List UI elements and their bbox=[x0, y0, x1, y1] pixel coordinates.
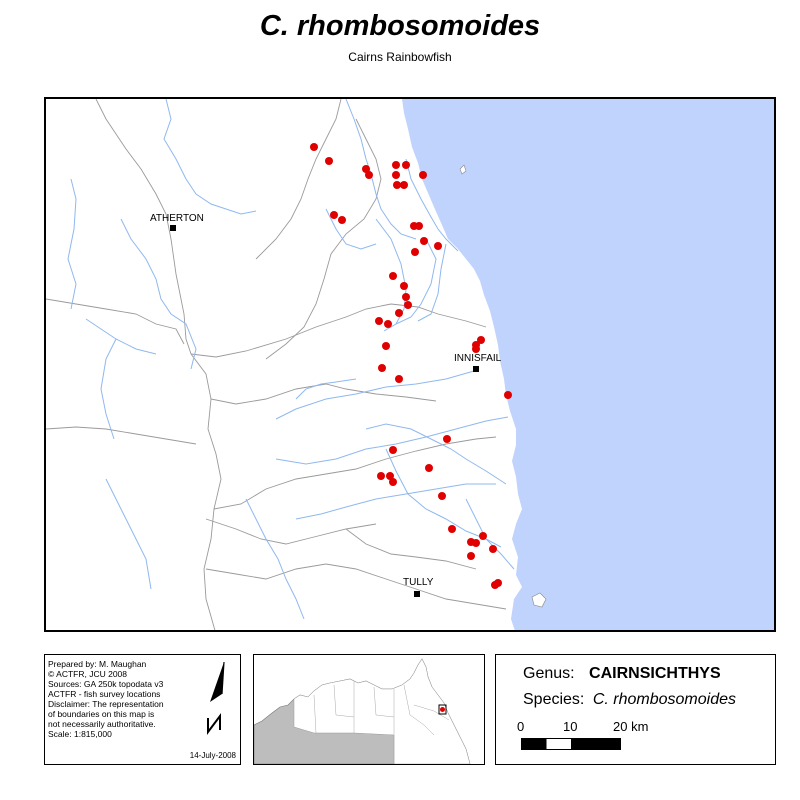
notes-line: Scale: 1:815,000 bbox=[48, 729, 112, 739]
species-row: Species: C. rhombosomoides bbox=[523, 691, 736, 709]
survey-record[interactable] bbox=[504, 391, 512, 399]
survey-record[interactable] bbox=[472, 539, 480, 547]
survey-record[interactable] bbox=[404, 301, 412, 309]
survey-record[interactable] bbox=[443, 435, 451, 443]
coral-sea bbox=[402, 99, 774, 630]
survey-record[interactable] bbox=[438, 492, 446, 500]
genus-row: Genus: CAIRNSICHTHYS bbox=[523, 665, 721, 683]
survey-record[interactable] bbox=[479, 532, 487, 540]
main-map[interactable]: ATHERTON INNISFAIL TULLY bbox=[44, 97, 776, 632]
survey-record[interactable] bbox=[377, 472, 385, 480]
town-tully[interactable]: TULLY bbox=[403, 577, 434, 597]
survey-record[interactable] bbox=[389, 478, 397, 486]
species-label: Species: bbox=[523, 691, 585, 708]
island bbox=[531, 592, 547, 608]
notes-line: ACTFR - fish survey locations bbox=[48, 689, 161, 699]
survey-record[interactable] bbox=[382, 342, 390, 350]
study-area-dot bbox=[440, 707, 445, 712]
survey-record[interactable] bbox=[472, 345, 480, 353]
notes-text: Prepared by: M. Maughan © ACTFR, JCU 200… bbox=[48, 659, 188, 739]
survey-record[interactable] bbox=[325, 157, 333, 165]
notes-line: © ACTFR, JCU 2008 bbox=[48, 669, 128, 679]
survey-record[interactable] bbox=[402, 293, 410, 301]
survey-record[interactable] bbox=[330, 211, 338, 219]
scale-tick-20: 20 km bbox=[613, 719, 649, 734]
notes-line: of boundaries on this map is bbox=[48, 709, 155, 719]
survey-record[interactable] bbox=[491, 581, 499, 589]
survey-record[interactable] bbox=[310, 143, 318, 151]
survey-record[interactable] bbox=[434, 242, 442, 250]
notes-panel: Prepared by: M. Maughan © ACTFR, JCU 200… bbox=[44, 654, 241, 765]
scale-tick-10: 10 bbox=[563, 719, 578, 734]
map-date: 14-July-2008 bbox=[189, 751, 236, 760]
island bbox=[459, 164, 467, 175]
survey-record[interactable] bbox=[425, 464, 433, 472]
survey-record[interactable] bbox=[392, 161, 400, 169]
notes-line: Disclaimer: The representation bbox=[48, 699, 164, 709]
town-label-innisfail: INNISFAIL bbox=[454, 353, 502, 364]
main-map-canvas: ATHERTON INNISFAIL TULLY bbox=[46, 99, 774, 630]
inset-map-canvas bbox=[254, 658, 471, 764]
survey-record[interactable] bbox=[365, 171, 373, 179]
survey-record[interactable] bbox=[392, 171, 400, 179]
inset-regions bbox=[293, 658, 471, 764]
genus-value: CAIRNSICHTHYS bbox=[589, 665, 721, 682]
survey-record[interactable] bbox=[420, 237, 428, 245]
species-value: C. rhombosomoides bbox=[592, 691, 736, 708]
survey-record[interactable] bbox=[400, 282, 408, 290]
town-innisfail[interactable]: INNISFAIL bbox=[454, 353, 502, 372]
survey-record[interactable] bbox=[477, 336, 485, 344]
inset-map[interactable] bbox=[253, 654, 485, 765]
notes-line: not necessarily authoritative. bbox=[48, 719, 156, 729]
survey-record[interactable] bbox=[395, 375, 403, 383]
scale-tick-0: 0 bbox=[517, 719, 525, 734]
survey-record[interactable] bbox=[448, 525, 456, 533]
survey-record[interactable] bbox=[419, 171, 427, 179]
survey-record[interactable] bbox=[393, 181, 401, 189]
catchment-boundaries bbox=[46, 99, 507, 630]
survey-record[interactable] bbox=[386, 472, 394, 480]
survey-record[interactable] bbox=[375, 317, 383, 325]
genus-label: Genus: bbox=[523, 665, 575, 682]
survey-record[interactable] bbox=[395, 309, 403, 317]
notes-line: Prepared by: M. Maughan bbox=[48, 659, 147, 669]
survey-record[interactable] bbox=[415, 222, 423, 230]
town-atherton[interactable]: ATHERTON bbox=[150, 213, 204, 231]
map-subtitle: Cairns Rainbowfish bbox=[348, 50, 452, 64]
survey-record[interactable] bbox=[400, 181, 408, 189]
survey-record[interactable] bbox=[378, 364, 386, 372]
survey-record[interactable] bbox=[389, 272, 397, 280]
survey-record[interactable] bbox=[467, 552, 475, 560]
survey-record[interactable] bbox=[362, 165, 370, 173]
town-label-tully: TULLY bbox=[403, 577, 434, 588]
north-arrow-icon bbox=[207, 661, 225, 735]
survey-record[interactable] bbox=[389, 446, 397, 454]
survey-record[interactable] bbox=[411, 248, 419, 256]
survey-record[interactable] bbox=[489, 545, 497, 553]
inset-boundaries bbox=[313, 681, 450, 764]
study-area-marker[interactable] bbox=[438, 704, 447, 715]
survey-record[interactable] bbox=[402, 161, 410, 169]
scale-bar bbox=[521, 738, 621, 750]
notes-line: Sources: GA 250k topodata v3 bbox=[48, 679, 164, 689]
survey-record[interactable] bbox=[384, 320, 392, 328]
map-title: C. rhombosomoides bbox=[259, 10, 541, 42]
survey-records bbox=[310, 143, 512, 589]
town-label-atherton: ATHERTON bbox=[150, 213, 204, 224]
survey-record[interactable] bbox=[338, 216, 346, 224]
